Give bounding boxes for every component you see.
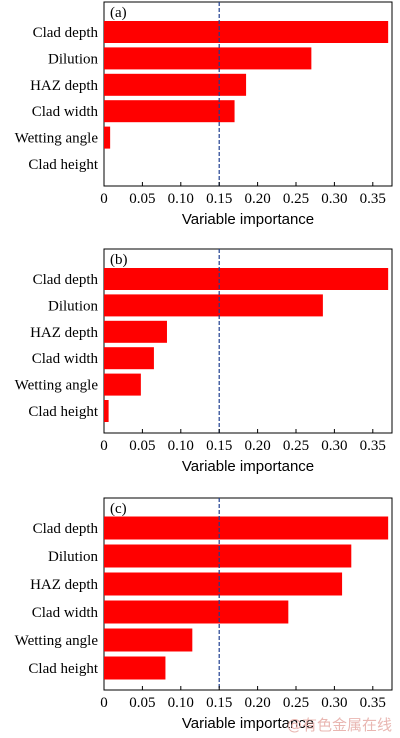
bar-wetting-angle — [104, 628, 193, 652]
category-label: Clad depth — [33, 25, 99, 41]
x-tick-label: 0.20 — [244, 438, 270, 454]
x-axis-label: Variable importance — [182, 715, 314, 732]
category-label: Wetting angle — [15, 378, 99, 394]
bar-clad-height — [104, 656, 166, 680]
chart-panel-3: (c) Clad depth Dilution HAZ depth Clad width… — [15, 497, 393, 732]
x-tick-label: 0.10 — [168, 438, 194, 454]
bar-clad-width — [104, 600, 289, 624]
x-tick-label: 0 — [100, 191, 108, 207]
bar-dilution — [104, 47, 312, 70]
x-tick-label: 0.05 — [129, 695, 155, 711]
bar-haz-depth — [104, 320, 167, 343]
x-tick-label: 0 — [100, 695, 108, 711]
x-tick-label: 0.10 — [168, 191, 194, 207]
x-tick-label: 0.35 — [360, 191, 386, 207]
category-label: Clad depth — [33, 521, 99, 537]
category-label: Clad depth — [33, 272, 99, 288]
x-tick-label: 0.15 — [206, 695, 232, 711]
category-label: Clad width — [32, 351, 99, 367]
x-tick-label: 0.25 — [283, 695, 309, 711]
x-tick-label: 0.35 — [360, 695, 386, 711]
x-axis-label: Variable importance — [182, 458, 314, 475]
category-label: Clad width — [32, 104, 99, 120]
bar-clad-height — [104, 400, 109, 422]
bar-clad-depth — [104, 21, 389, 43]
category-label: HAZ depth — [30, 325, 98, 341]
category-label: HAZ depth — [30, 78, 98, 94]
x-tick-label: 0.25 — [283, 191, 309, 207]
x-tick-label: 0 — [100, 438, 108, 454]
panel-label: (a) — [110, 5, 127, 21]
watermark: @有色金属在线 — [287, 716, 392, 734]
bar-clad-width — [104, 347, 154, 370]
x-tick-label: 0.05 — [129, 191, 155, 207]
x-tick-label: 0.20 — [244, 191, 270, 207]
x-tick-label: 0.15 — [206, 438, 232, 454]
bar-wetting-angle — [104, 373, 141, 396]
bar-dilution — [104, 294, 323, 317]
x-tick-label: 0.10 — [168, 695, 194, 711]
x-tick-label: 0.30 — [321, 695, 347, 711]
x-axis-label: Variable importance — [182, 211, 314, 228]
bar-clad-width — [104, 100, 235, 123]
bar-wetting-angle — [104, 126, 111, 149]
panel-label: (b) — [110, 252, 128, 268]
category-label: Clad height — [28, 404, 98, 420]
bar-haz-depth — [104, 572, 343, 596]
x-tick-label: 0.30 — [321, 191, 347, 207]
category-label: Clad height — [28, 661, 98, 677]
x-tick-label: 0.20 — [244, 695, 270, 711]
category-label: Wetting angle — [15, 633, 99, 649]
x-tick-label: 0.35 — [360, 438, 386, 454]
bar-clad-depth — [104, 268, 389, 290]
chart-panel-1: (a) Clad depth Dilution HAZ depth Clad width… — [15, 1, 393, 228]
x-tick-label: 0.30 — [321, 438, 347, 454]
category-label: Dilution — [48, 51, 99, 67]
category-label: Dilution — [48, 549, 99, 565]
bar-dilution — [104, 544, 352, 568]
bar-clad-depth — [104, 516, 389, 540]
x-tick-label: 0.05 — [129, 438, 155, 454]
chart-panel-2: (b) Clad depth Dilution HAZ depth Clad width… — [15, 248, 393, 475]
x-tick-label: 0.25 — [283, 438, 309, 454]
category-label: Wetting angle — [15, 131, 99, 147]
category-label: HAZ depth — [30, 577, 98, 593]
category-label: Clad height — [28, 157, 98, 173]
category-label: Clad width — [32, 605, 99, 621]
category-label: Dilution — [48, 298, 99, 314]
panel-label: (c) — [110, 501, 127, 517]
x-tick-label: 0.15 — [206, 191, 232, 207]
bar-haz-depth — [104, 73, 247, 96]
